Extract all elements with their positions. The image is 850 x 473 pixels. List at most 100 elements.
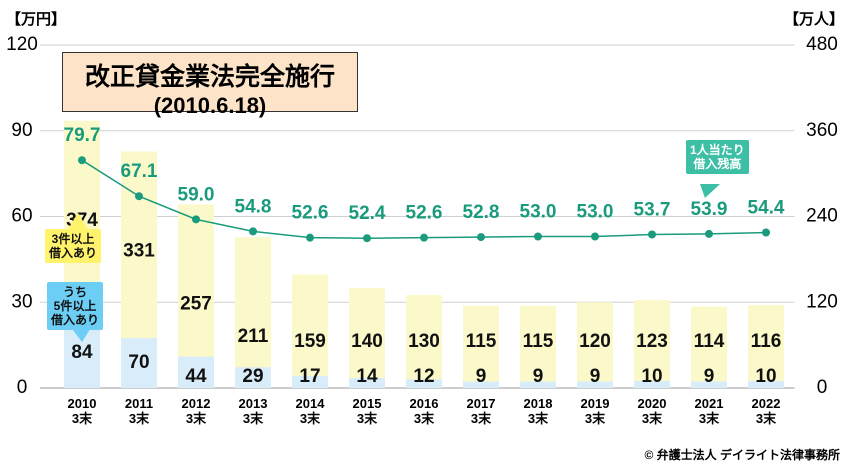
- legend-entry: うち 5件以上 借入あり: [47, 282, 104, 330]
- data-label: 123: [636, 331, 668, 352]
- data-label: 9: [533, 366, 544, 387]
- line-point: [306, 233, 314, 242]
- x-tick-label: 2018 3末: [523, 396, 553, 426]
- data-label: 29: [242, 366, 263, 387]
- x-tick-label: 2017 3末: [466, 396, 496, 426]
- data-label: 44: [185, 366, 207, 387]
- data-label: 159: [294, 331, 326, 352]
- line-point: [420, 233, 428, 242]
- x-tick-label: 2022 3末: [751, 396, 781, 426]
- title-box: 改正貸金業法完全施行 (2010.6.18): [62, 52, 358, 118]
- data-label: 54.8: [235, 196, 272, 217]
- line-point: [762, 228, 770, 237]
- source: © 弁護士法人 デイライト法律事務所: [644, 448, 840, 462]
- bar: [121, 337, 157, 388]
- y2-tick-label: 0: [817, 377, 828, 398]
- bar: [178, 356, 214, 388]
- bar: [748, 305, 784, 388]
- bar: [691, 381, 727, 388]
- data-label: 116: [751, 331, 782, 352]
- data-label: 54.4: [748, 198, 785, 219]
- data-label: 79.7: [64, 125, 101, 146]
- data-label: 9: [590, 366, 601, 387]
- x-tick-label: 2014 3末: [295, 396, 325, 426]
- x-tick-label: 2020 3末: [637, 396, 667, 426]
- data-label: 52.8: [463, 202, 500, 223]
- data-label: 114: [694, 331, 725, 352]
- data-label: 9: [704, 366, 715, 387]
- line-point: [78, 156, 86, 165]
- y2-unit: 【万人】: [783, 11, 844, 28]
- y-tick-label: 120: [6, 34, 38, 55]
- callout-arrow: [68, 213, 88, 229]
- y2-tick-label: 240: [806, 206, 838, 227]
- y2-tick-label: 480: [806, 34, 838, 55]
- bar: [634, 300, 670, 388]
- data-label: 67.1: [121, 161, 158, 182]
- data-label: 59.0: [178, 184, 215, 205]
- x-tick-label: 2016 3末: [409, 396, 439, 426]
- bar: [406, 379, 442, 388]
- x-tick-label: 2012 3末: [181, 396, 211, 426]
- data-label: 10: [641, 366, 662, 387]
- data-label: 17: [299, 366, 320, 387]
- data-label: 14: [356, 366, 378, 387]
- x-tick-label: 2019 3末: [580, 396, 610, 426]
- data-label: 52.4: [349, 203, 386, 224]
- y-unit: 【万円】: [6, 11, 67, 28]
- line-point: [192, 215, 200, 224]
- chart-subtitle: (2010.6.18): [153, 93, 267, 118]
- data-label: 52.6: [292, 203, 329, 224]
- line-point: [705, 229, 713, 238]
- chart-title: 改正貸金業法完全施行: [84, 63, 335, 91]
- data-label: 257: [180, 293, 212, 314]
- data-label: 10: [755, 366, 776, 387]
- data-label: 211: [238, 326, 269, 347]
- bar: [577, 381, 613, 388]
- bar: [577, 302, 613, 388]
- y-tick-label: 30: [11, 291, 32, 312]
- data-label: 53.0: [520, 202, 557, 223]
- bar: [292, 375, 328, 388]
- bar: [520, 381, 556, 388]
- data-label: 115: [523, 331, 554, 352]
- x-tick-label: 2021 3末: [694, 396, 724, 426]
- line-point: [477, 233, 485, 242]
- data-label: 140: [351, 331, 383, 352]
- data-label: 53.0: [577, 202, 614, 223]
- data-label: 52.6: [406, 203, 443, 224]
- bar: [748, 380, 784, 388]
- data-label: 130: [408, 331, 440, 352]
- bar: [406, 295, 442, 388]
- bar: [292, 274, 328, 388]
- x-tick-label: 2010 3末: [67, 396, 97, 426]
- data-label: 9: [476, 366, 487, 387]
- bar: [691, 306, 727, 388]
- data-label: 53.9: [691, 199, 728, 220]
- line-point: [648, 230, 656, 239]
- y2-tick-label: 360: [806, 120, 838, 141]
- bar: [349, 377, 385, 388]
- x-tick-label: 2011 3末: [124, 396, 154, 426]
- bar: [463, 381, 499, 388]
- line-point: [591, 232, 599, 241]
- data-label: 53.7: [634, 200, 671, 221]
- data-label: 12: [413, 366, 434, 387]
- line-point: [135, 192, 143, 201]
- line-point: [363, 234, 371, 243]
- legend-entry: 3件以上 借入あり: [45, 229, 102, 263]
- x-tick-label: 2015 3末: [352, 396, 382, 426]
- legend-entry: 1人当たり 借入残高: [686, 140, 749, 174]
- data-label: 84: [71, 342, 93, 363]
- bar: [634, 380, 670, 388]
- y-tick-label: 90: [11, 120, 32, 141]
- bar: [235, 367, 271, 388]
- data-label: 70: [128, 352, 149, 373]
- bar: [463, 305, 499, 388]
- data-label: 331: [123, 240, 155, 261]
- x-tick-label: 2013 3末: [238, 396, 268, 426]
- data-label: 120: [579, 331, 611, 352]
- y-tick-label: 0: [17, 377, 28, 398]
